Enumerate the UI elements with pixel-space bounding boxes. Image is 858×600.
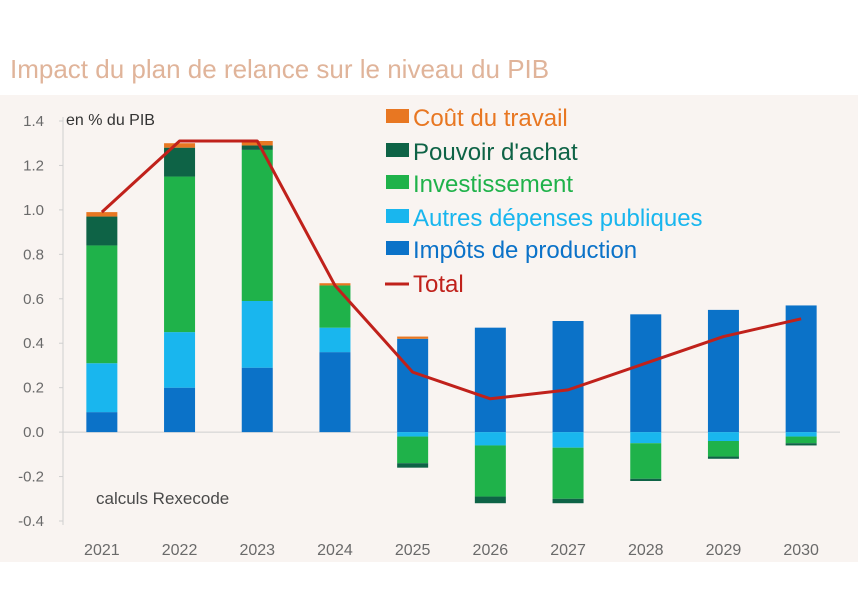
- bar-segment: [630, 443, 662, 479]
- bar-segment: [319, 285, 351, 328]
- legend-label: Investissement: [413, 171, 573, 198]
- bar-segment: [164, 387, 196, 433]
- bar-segment: [164, 332, 196, 388]
- y-tick-label: -0.4: [18, 513, 44, 530]
- bar-segment: [474, 496, 506, 504]
- legend-swatch: [386, 143, 409, 157]
- bars: [86, 141, 817, 504]
- legend-label: Total: [413, 271, 464, 298]
- legend-swatch: [386, 241, 409, 255]
- bar-segment: [707, 456, 739, 459]
- y-tick-label: 0.8: [23, 246, 44, 263]
- legend-swatch: [386, 175, 409, 189]
- bar-segment: [319, 327, 351, 353]
- bar-segment: [474, 327, 506, 433]
- legend-label: Coût du travail: [413, 105, 568, 132]
- source-note: calculs Rexecode: [96, 489, 229, 508]
- bar-segment: [707, 441, 739, 457]
- bar-segment: [474, 432, 506, 446]
- bar-segment: [164, 143, 196, 148]
- bar-segment: [552, 447, 584, 499]
- y-tick-label: 0.0: [23, 424, 44, 441]
- x-tick-label: 2026: [473, 542, 509, 559]
- bar-segment: [552, 498, 584, 504]
- bar-segment: [785, 443, 817, 446]
- bar-segment: [86, 216, 118, 246]
- bar-segment: [397, 436, 429, 464]
- bar-segment: [397, 338, 429, 433]
- x-tick-label: 2021: [84, 542, 120, 559]
- bar-segment: [707, 309, 739, 433]
- y-tick-label: 1.2: [23, 157, 44, 174]
- bar-segment: [397, 336, 429, 339]
- bar-segment: [86, 245, 118, 364]
- y-tick-label: -0.2: [18, 469, 44, 486]
- legend-label: Impôts de production: [413, 237, 637, 264]
- bar-segment: [86, 212, 118, 217]
- bar-segment: [630, 314, 662, 433]
- unit-note: en % du PIB: [66, 112, 155, 129]
- bar-segment: [319, 352, 351, 433]
- bar-segment: [86, 412, 118, 433]
- x-tick-label: 2023: [239, 542, 275, 559]
- legend-swatch: [386, 209, 409, 223]
- legend-swatch: [386, 109, 409, 123]
- bar-segment: [630, 478, 662, 481]
- bar-segment: [785, 305, 817, 433]
- legend-label: Autres dépenses publiques: [413, 205, 703, 232]
- x-tick-label: 2025: [395, 542, 431, 559]
- bar-segment: [241, 145, 273, 150]
- bar-segment: [552, 321, 584, 433]
- bar-segment: [241, 149, 273, 301]
- bar-segment: [785, 432, 817, 437]
- legend: Coût du travail Pouvoir d'achat Investisse…: [385, 105, 703, 298]
- x-tick-label: 2028: [628, 542, 664, 559]
- x-tick-label: 2024: [317, 542, 353, 559]
- bar-segment: [630, 432, 662, 444]
- bar-segment: [552, 432, 584, 448]
- bar-segment: [86, 363, 118, 413]
- bar-segment: [707, 432, 739, 441]
- x-tick-label: 2027: [550, 542, 586, 559]
- chart-title: Impact du plan de relance sur le niveau …: [10, 54, 550, 84]
- x-tick-label: 2029: [706, 542, 742, 559]
- x-tick-label: 2022: [162, 542, 198, 559]
- y-tick-label: 0.4: [23, 335, 44, 352]
- total-line: [100, 139, 802, 401]
- axes: 1.4 1.2 1.0 0.8 0.6 0.4 0.2 0.0 -0.2 -0.4 2021 2022…: [18, 113, 840, 559]
- y-tick-label: 1.4: [23, 113, 44, 130]
- bar-segment: [164, 176, 196, 333]
- x-tick-label: 2030: [783, 542, 819, 559]
- y-tick-label: 1.0: [23, 202, 44, 219]
- bar-segment: [397, 463, 429, 468]
- legend-label: Pouvoir d'achat: [413, 139, 578, 166]
- bar-segment: [241, 367, 273, 433]
- bar-segment: [785, 436, 817, 444]
- y-tick-label: 0.6: [23, 291, 44, 308]
- bar-segment: [241, 301, 273, 368]
- y-tick-label: 0.2: [23, 380, 44, 397]
- bar-segment: [397, 432, 429, 437]
- total-line-group: [100, 139, 802, 401]
- bar-segment: [474, 445, 506, 497]
